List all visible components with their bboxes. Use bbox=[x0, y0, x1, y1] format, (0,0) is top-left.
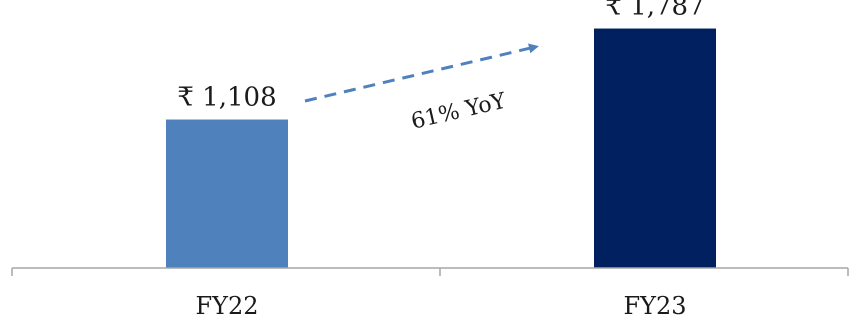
bars-group bbox=[166, 28, 716, 269]
value-label-fy22: ₹ 1,108 bbox=[177, 83, 276, 113]
bar-fy23 bbox=[594, 28, 716, 269]
x-tick-label-fy22: FY22 bbox=[195, 292, 258, 320]
bar-fy22 bbox=[166, 119, 288, 268]
value-labels-group: ₹ 1,108 ₹ 1,787 bbox=[177, 0, 704, 113]
x-tick-label-fy23: FY23 bbox=[623, 292, 686, 320]
growth-annotation: 61% YoY bbox=[409, 89, 509, 135]
value-label-fy23: ₹ 1,787 bbox=[605, 0, 704, 22]
